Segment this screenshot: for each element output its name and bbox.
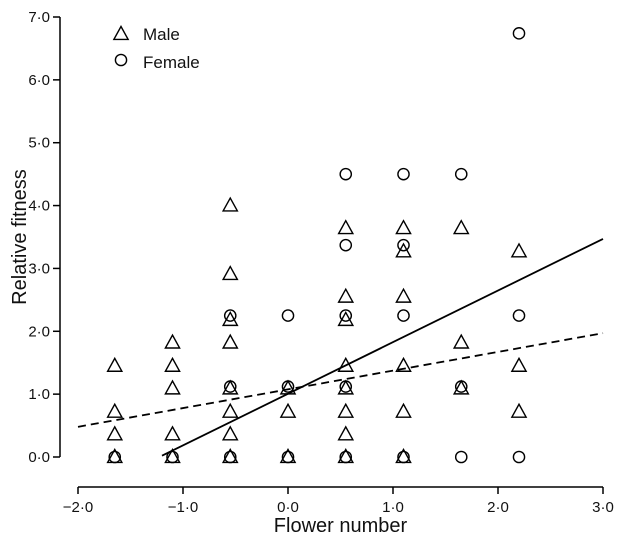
male-point (337, 425, 355, 441)
male-point (337, 311, 355, 327)
male-point (337, 219, 355, 235)
female-point (281, 309, 295, 322)
y-tick-label: 1·0 (28, 386, 50, 403)
y-tick-label: 5·0 (28, 135, 50, 152)
male-point (279, 379, 297, 395)
x-axis-title: Flower number (274, 515, 408, 537)
axes: −2·0 −1·0 0·0 1·0 2·0 3·0 0·0 1·0 2·0 3·0 4·0 5·0 6·… (28, 9, 614, 516)
female-point (223, 380, 237, 393)
female-point (223, 450, 237, 464)
female-point (339, 380, 353, 393)
dashed-fit-line (77, 332, 604, 428)
male-point (164, 356, 181, 372)
female-point (512, 27, 526, 40)
male-point (395, 287, 412, 303)
male-point (221, 196, 239, 212)
female-point (454, 167, 468, 181)
male-point (510, 356, 528, 372)
female-point (339, 450, 353, 464)
y-tick-label: 4·0 (28, 198, 50, 215)
x-tick-label: 1·0 (382, 499, 404, 516)
female-point (281, 380, 295, 393)
y-tick-label: 2·0 (28, 323, 50, 340)
female-point (339, 309, 353, 322)
legend-label: Male (143, 25, 180, 44)
x-tick-label: 2·0 (487, 499, 509, 516)
male-point (164, 333, 181, 349)
female-point (397, 238, 410, 252)
male-point (395, 242, 412, 258)
legend-circle-icon (114, 53, 128, 67)
male-point (337, 287, 355, 303)
male-point (106, 356, 124, 372)
male-point (106, 425, 124, 441)
y-tick-label: 3·0 (28, 260, 50, 277)
female-point (397, 309, 410, 322)
male-point (452, 333, 470, 349)
male-point (221, 333, 239, 349)
female-point (281, 450, 295, 464)
male-point (221, 311, 239, 327)
female-point (339, 238, 353, 252)
male-point (337, 402, 355, 418)
legend: Male Female (112, 25, 200, 72)
data-markers (106, 27, 528, 464)
y-tick-label: 7·0 (28, 9, 50, 26)
female-point (166, 450, 179, 464)
solid-fit-line (161, 238, 604, 457)
y-axis-title: Relative fitness (9, 169, 31, 305)
male-point (395, 402, 412, 418)
female-point (512, 309, 526, 322)
x-tick-label: −1·0 (168, 499, 198, 516)
male-point (395, 356, 412, 372)
x-tick-label: −2·0 (63, 499, 93, 516)
female-point (454, 450, 468, 464)
y-tick-label: 0·0 (28, 449, 50, 466)
legend-triangle-icon (112, 25, 130, 41)
male-point (452, 219, 470, 235)
male-point (337, 379, 355, 395)
male-point (395, 219, 412, 235)
female-point (397, 167, 410, 181)
female-point (454, 380, 468, 393)
male-point (337, 356, 355, 372)
female-point (512, 450, 526, 464)
x-tick-label: 0·0 (277, 499, 299, 516)
y-tick-label: 6·0 (28, 72, 50, 89)
male-point (221, 402, 239, 418)
male-point (452, 379, 470, 395)
fit-lines (77, 238, 604, 457)
male-point (279, 402, 297, 418)
female-point (108, 450, 122, 464)
male-point (106, 402, 124, 418)
male-point (510, 402, 528, 418)
female-point (223, 309, 237, 322)
male-point (510, 242, 528, 258)
male-point (221, 425, 239, 441)
legend-label: Female (143, 53, 200, 72)
male-point (221, 265, 239, 281)
female-point (397, 450, 410, 464)
female-point (339, 167, 353, 181)
male-point (221, 379, 239, 395)
male-point (164, 425, 181, 441)
male-point (164, 379, 181, 395)
x-tick-label: 3·0 (592, 499, 614, 516)
